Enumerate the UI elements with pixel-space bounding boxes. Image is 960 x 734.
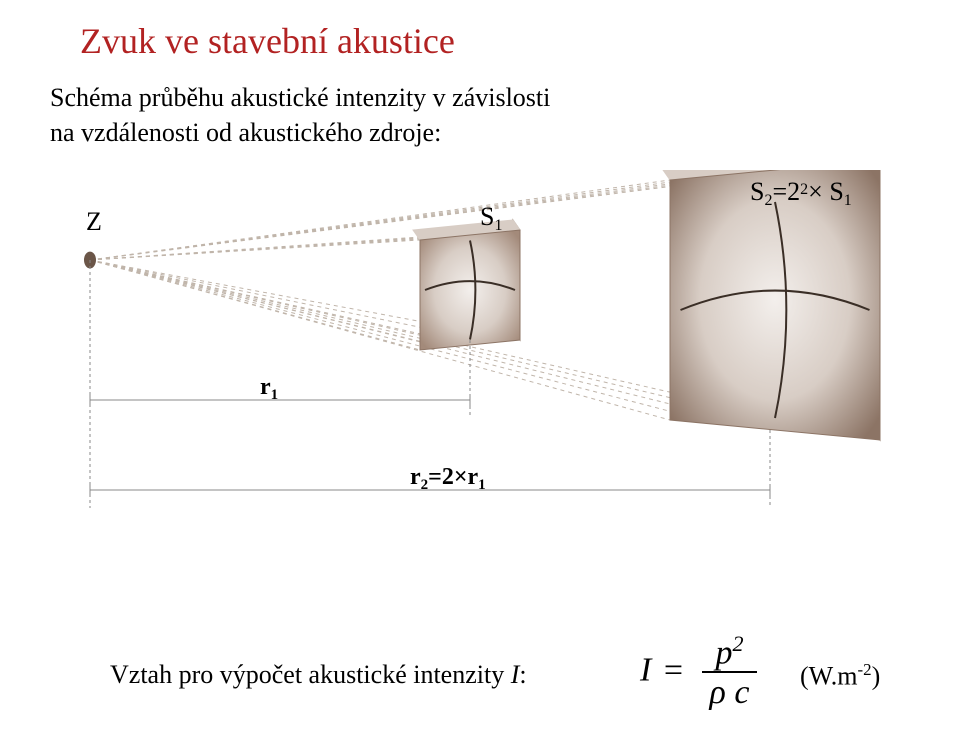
formula-fraction: p2 ρ c [702, 632, 758, 714]
acoustic-intensity-diagram: ZS1S2=22× S1r1r2=2×r1 [50, 170, 910, 550]
formula-num-sup: 2 [732, 631, 743, 656]
formula-denominator: ρ c [702, 673, 758, 714]
subtitle-line1: Schéma průběhu akustické intenzity v záv… [50, 83, 550, 112]
formula-units: (W.m-2) [800, 660, 880, 692]
formula-lhs: I [640, 652, 651, 689]
formula-label: Vztah pro výpočet akustické intenzity I: [110, 660, 527, 690]
formula-numerator: p2 [702, 632, 758, 673]
source-label: Z [86, 207, 102, 236]
diagram-svg: ZS1S2=22× S1r1r2=2×r1 [50, 170, 910, 550]
intensity-formula: I = p2 ρ c [640, 632, 763, 714]
units-close: ) [872, 662, 881, 691]
subtitle: Schéma průběhu akustické intenzity v záv… [50, 80, 550, 150]
r1-label: r1 [260, 374, 278, 403]
formula-den-c: c [734, 674, 749, 711]
formula-eq: = [660, 652, 687, 689]
units-sup: -2 [858, 660, 872, 679]
plane1-label: S1 [480, 202, 502, 234]
formula-num-base: p [715, 634, 732, 671]
formula-label-suffix: : [519, 660, 526, 689]
r2-label: r2=2×r1 [410, 464, 486, 493]
units-open: (W.m [800, 662, 858, 691]
subtitle-line2: na vzdálenosti od akustického zdroje: [50, 118, 441, 147]
formula-label-text: Vztah pro výpočet akustické intenzity [110, 660, 511, 689]
formula-den-rho: ρ [710, 674, 726, 711]
page-title: Zvuk ve stavební akustice [80, 20, 455, 62]
